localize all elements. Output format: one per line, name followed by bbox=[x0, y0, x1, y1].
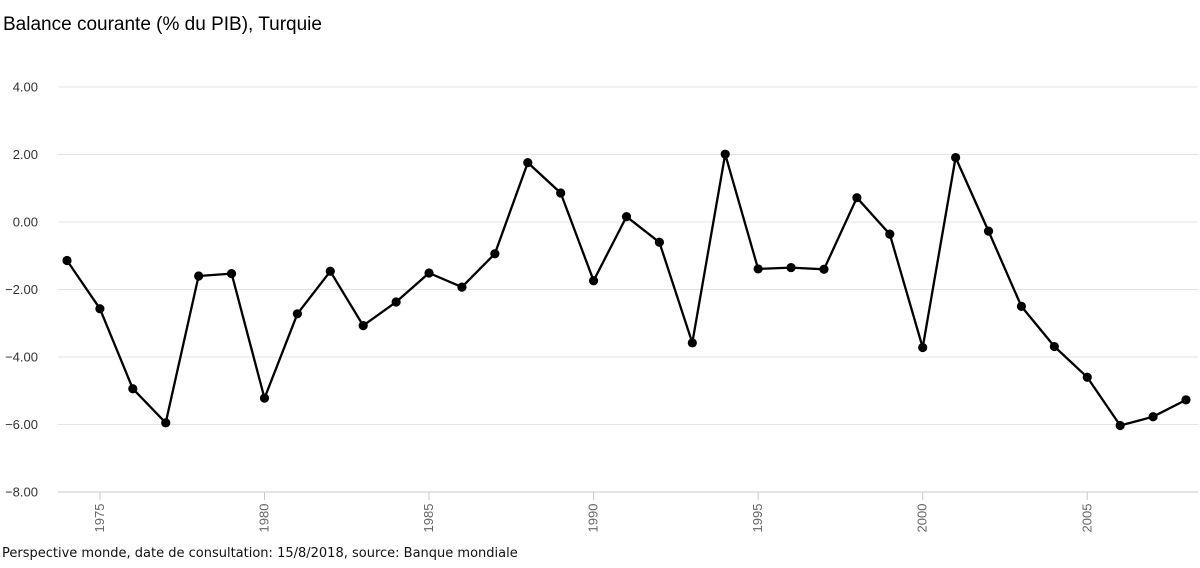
y-tick-label: −8.00 bbox=[5, 485, 38, 500]
data-point[interactable] bbox=[1049, 341, 1059, 352]
data-point[interactable] bbox=[259, 393, 270, 403]
data-point[interactable] bbox=[490, 249, 500, 259]
y-tick-label: −4.00 bbox=[5, 350, 38, 365]
data-point[interactable] bbox=[720, 149, 730, 159]
data-point[interactable] bbox=[457, 282, 467, 292]
data-point[interactable] bbox=[1181, 395, 1191, 405]
x-tick-label: 2005 bbox=[1079, 504, 1094, 533]
data-point[interactable] bbox=[325, 266, 335, 276]
data-series bbox=[62, 149, 1191, 431]
data-point[interactable] bbox=[391, 297, 401, 307]
x-tick-label: 1985 bbox=[421, 504, 436, 533]
gridlines bbox=[58, 86, 1198, 493]
x-tick-label: 2000 bbox=[915, 504, 930, 533]
y-tick-label: 0.00 bbox=[13, 215, 38, 230]
data-point[interactable] bbox=[621, 212, 632, 222]
source-footer: Perspective monde, date de consultation:… bbox=[2, 546, 518, 561]
chart-title: Balance courante (% du PIB), Turquie bbox=[3, 14, 322, 35]
data-point[interactable] bbox=[1115, 420, 1125, 431]
data-point[interactable] bbox=[95, 304, 105, 314]
y-tick-label: −6.00 bbox=[5, 417, 38, 432]
data-point[interactable] bbox=[819, 264, 829, 274]
y-tick-label: 2.00 bbox=[13, 147, 38, 162]
data-point[interactable] bbox=[424, 268, 434, 278]
data-point[interactable] bbox=[62, 255, 72, 266]
x-axis: 1975 1980 1985 1990 1995 2000 2005 bbox=[92, 492, 1094, 532]
y-axis: 4.00 2.00 0.00 −2.00 −4.00 −6.00 −8.00 bbox=[5, 80, 38, 500]
data-point[interactable] bbox=[687, 338, 697, 348]
data-point[interactable] bbox=[556, 188, 566, 198]
data-point[interactable] bbox=[852, 193, 862, 203]
data-point[interactable] bbox=[951, 152, 961, 163]
data-point[interactable] bbox=[654, 237, 665, 247]
y-tick-label: 4.00 bbox=[13, 80, 38, 95]
data-point[interactable] bbox=[1148, 412, 1158, 422]
data-point[interactable] bbox=[358, 321, 368, 331]
data-point[interactable] bbox=[918, 342, 928, 353]
data-point[interactable] bbox=[128, 384, 138, 394]
data-point[interactable] bbox=[161, 418, 171, 428]
data-point[interactable] bbox=[292, 309, 302, 319]
data-point[interactable] bbox=[885, 229, 895, 239]
x-tick-label: 1980 bbox=[256, 504, 271, 533]
data-point[interactable] bbox=[753, 264, 763, 274]
data-point[interactable] bbox=[588, 276, 599, 286]
data-point[interactable] bbox=[786, 262, 796, 273]
data-point[interactable] bbox=[194, 271, 204, 281]
data-point[interactable] bbox=[1082, 372, 1092, 382]
data-point[interactable] bbox=[226, 269, 237, 279]
x-tick-label: 1995 bbox=[750, 504, 765, 533]
data-point[interactable] bbox=[983, 226, 994, 236]
data-point[interactable] bbox=[1016, 301, 1027, 311]
x-tick-label: 1975 bbox=[92, 504, 107, 533]
x-tick-label: 1990 bbox=[586, 504, 601, 533]
data-point[interactable] bbox=[523, 158, 533, 168]
y-tick-label: −2.00 bbox=[5, 282, 38, 297]
